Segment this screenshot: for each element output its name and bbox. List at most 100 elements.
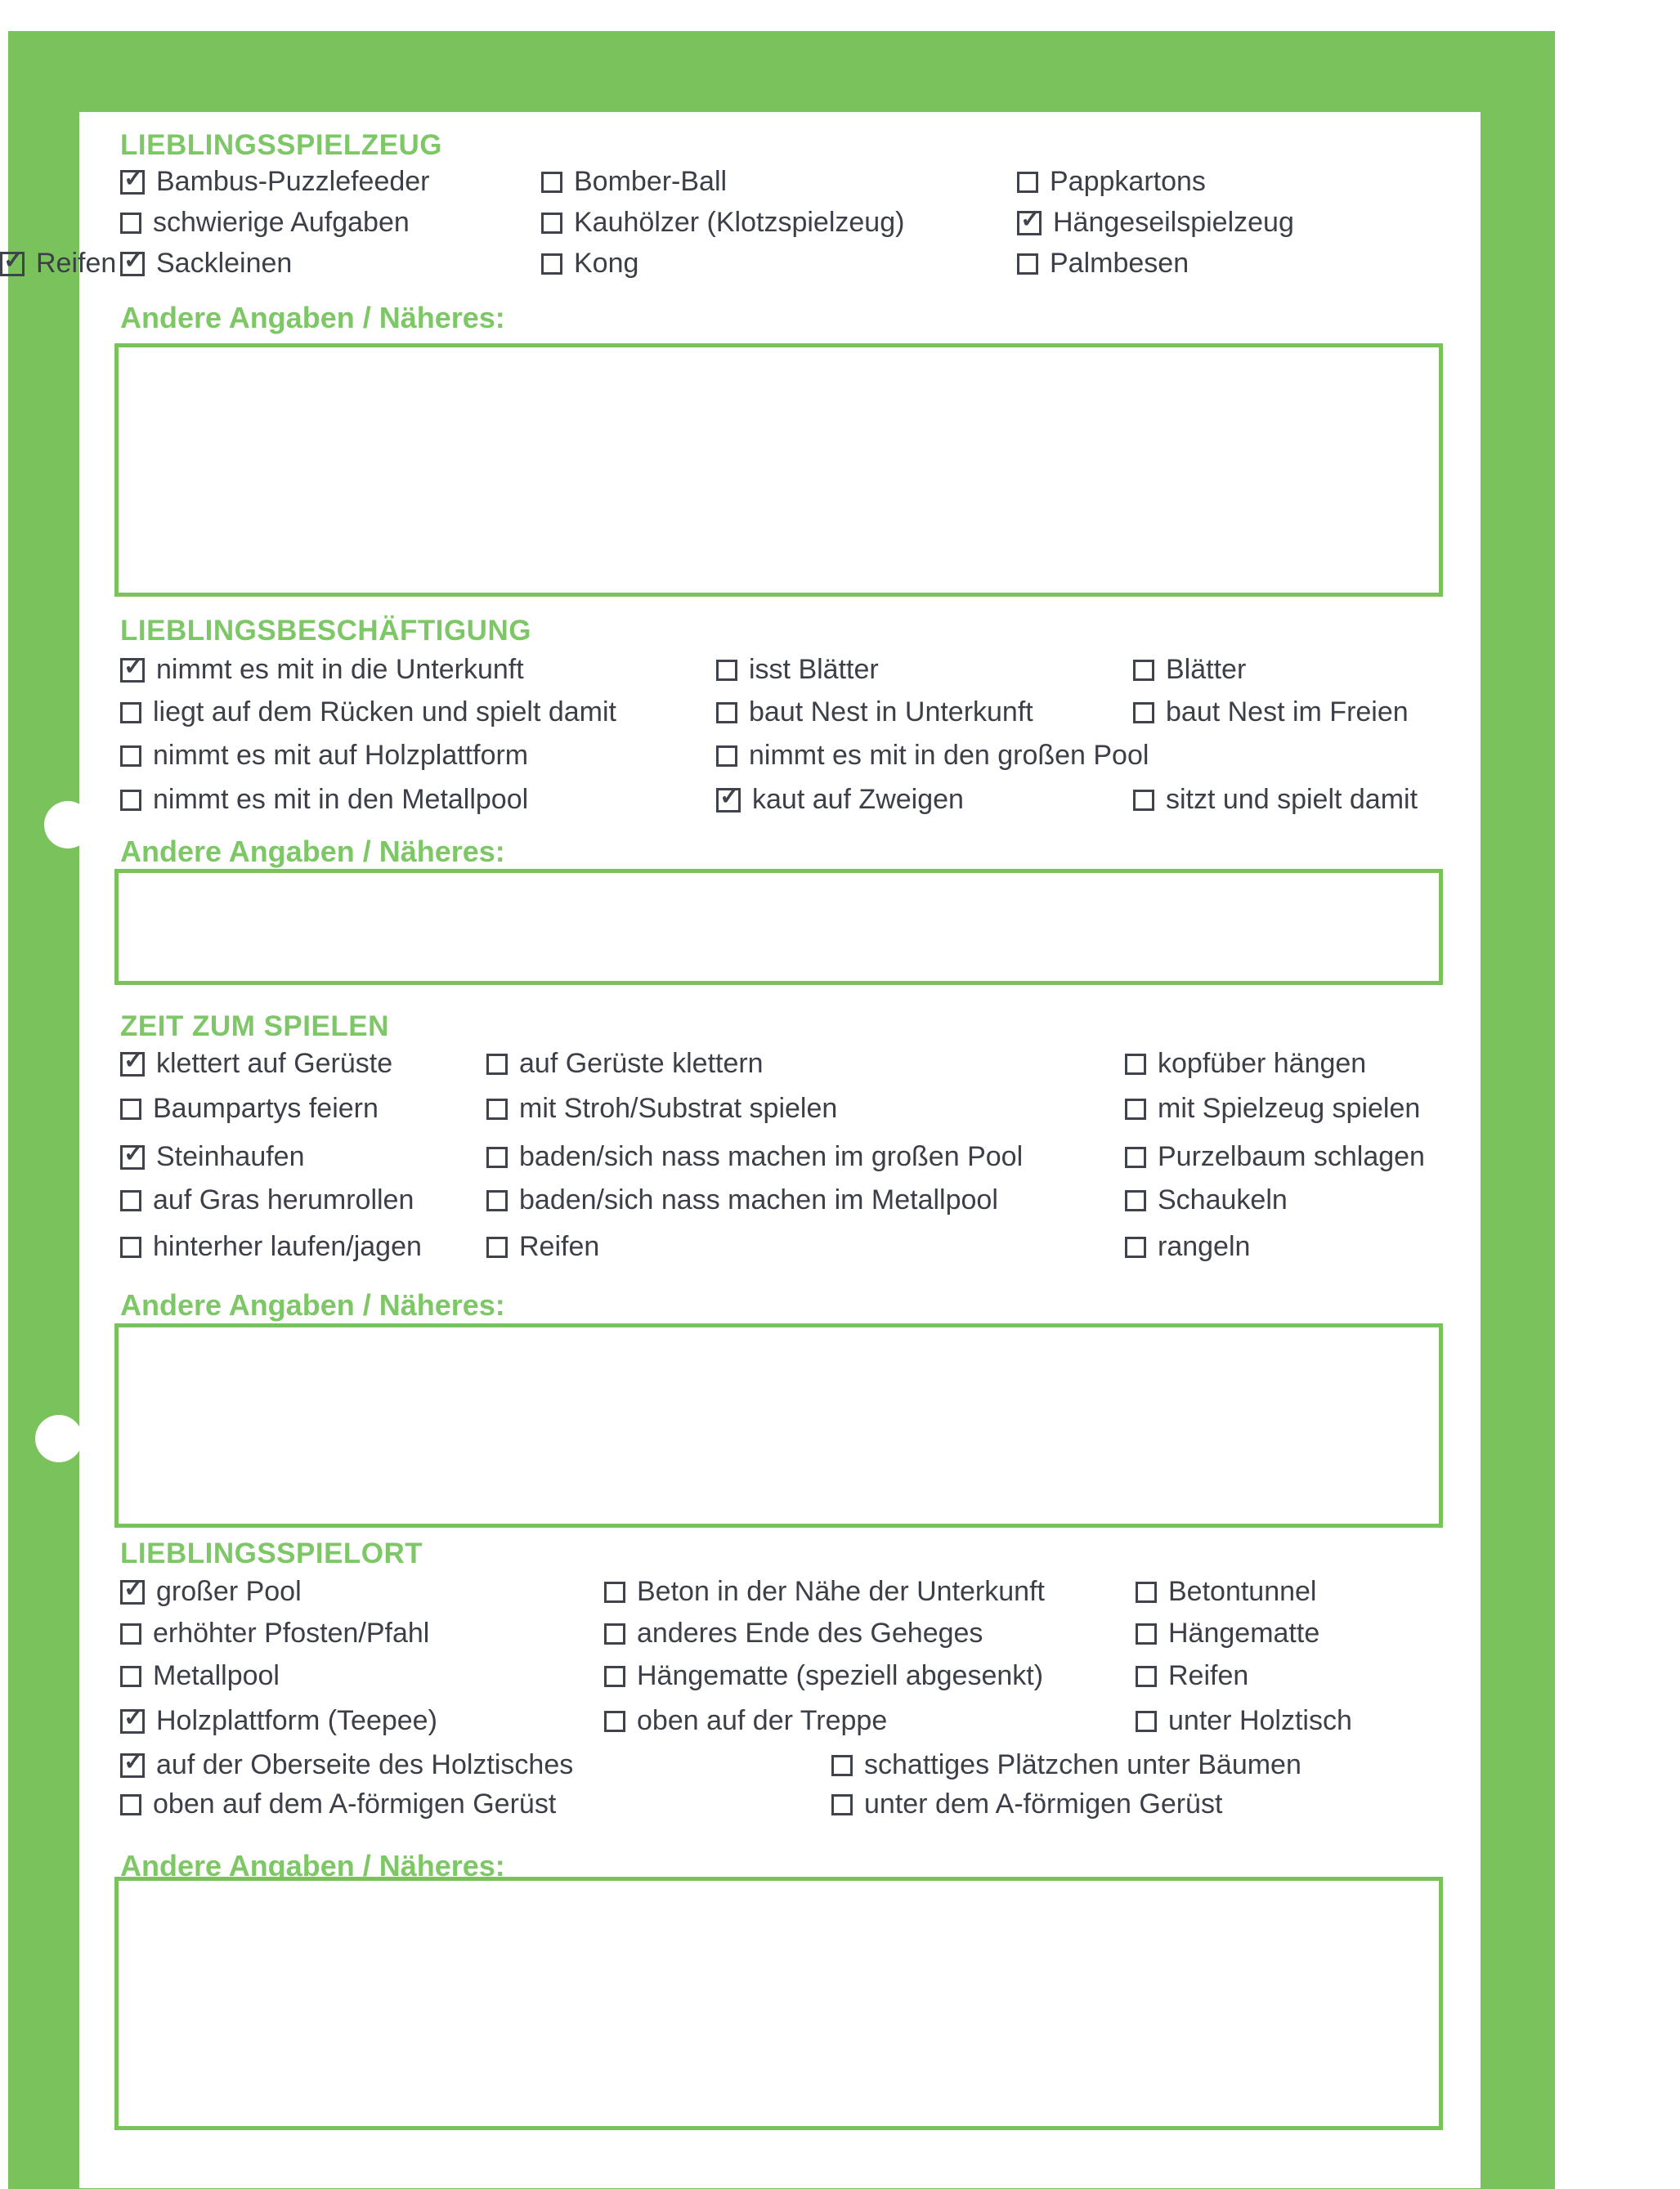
checkbox-icon[interactable]: [120, 212, 141, 234]
checkbox-checked-icon[interactable]: [120, 1574, 145, 1605]
checkbox-option[interactable]: mit Stroh/Substrat spielen: [486, 1093, 837, 1125]
checkbox-option[interactable]: Reifen: [1136, 1660, 1248, 1692]
checkbox-icon[interactable]: [1136, 1665, 1157, 1687]
checkbox-option[interactable]: Kong: [541, 248, 638, 280]
checkbox-icon[interactable]: [1017, 253, 1038, 275]
checkbox-icon[interactable]: [716, 701, 737, 723]
checkbox-option[interactable]: unter Holztisch: [1136, 1705, 1352, 1737]
checkbox-option[interactable]: baut Nest im Freien: [1133, 696, 1409, 728]
checkbox-option[interactable]: kopfüber hängen: [1125, 1048, 1366, 1080]
checkbox-option[interactable]: Baumpartys feiern: [120, 1093, 379, 1125]
checkbox-icon[interactable]: [120, 1098, 141, 1120]
checkbox-icon[interactable]: [486, 1053, 508, 1075]
checkbox-option[interactable]: großer Pool: [120, 1574, 302, 1608]
notes-field[interactable]: [114, 869, 1443, 985]
checkbox-icon[interactable]: [1125, 1098, 1146, 1120]
checkbox-option[interactable]: Schaukeln: [1125, 1184, 1288, 1216]
checkbox-icon[interactable]: [1125, 1053, 1146, 1075]
checkbox-icon[interactable]: [120, 1236, 141, 1258]
checkbox-icon[interactable]: [486, 1236, 508, 1258]
checkbox-option[interactable]: nimmt es mit in den Metallpool: [120, 784, 528, 816]
checkbox-option[interactable]: kaut auf Zweigen: [716, 782, 964, 816]
checkbox-icon[interactable]: [120, 745, 141, 767]
checkbox-icon[interactable]: [120, 1189, 141, 1211]
checkbox-option[interactable]: hinterher laufen/jagen: [120, 1231, 422, 1263]
checkbox-option[interactable]: Steinhaufen: [120, 1139, 305, 1173]
checkbox-checked-icon[interactable]: [120, 164, 145, 195]
checkbox-checked-icon[interactable]: [120, 246, 145, 276]
checkbox-icon[interactable]: [120, 1665, 141, 1687]
checkbox-checked-icon[interactable]: [120, 1139, 145, 1170]
checkbox-icon[interactable]: [1133, 701, 1154, 723]
checkbox-option[interactable]: rangeln: [1125, 1231, 1250, 1263]
checkbox-icon[interactable]: [831, 1793, 853, 1815]
checkbox-checked-icon[interactable]: [0, 246, 25, 276]
checkbox-option[interactable]: Betontunnel: [1136, 1576, 1317, 1608]
notes-field[interactable]: [114, 1877, 1443, 2130]
checkbox-icon[interactable]: [541, 171, 562, 193]
checkbox-option[interactable]: Palmbesen: [1017, 248, 1189, 280]
checkbox-icon[interactable]: [1125, 1236, 1146, 1258]
checkbox-option[interactable]: Bambus-Puzzlefeeder: [120, 164, 430, 198]
checkbox-option[interactable]: schattiges Plätzchen unter Bäumen: [831, 1749, 1301, 1781]
checkbox-icon[interactable]: [120, 701, 141, 723]
checkbox-option[interactable]: Blätter: [1133, 654, 1246, 686]
checkbox-icon[interactable]: [1136, 1710, 1157, 1732]
notes-field[interactable]: [114, 1323, 1443, 1528]
checkbox-icon[interactable]: [604, 1665, 625, 1687]
checkbox-option[interactable]: nimmt es mit in die Unterkunft: [120, 652, 524, 686]
checkbox-icon[interactable]: [1136, 1623, 1157, 1645]
checkbox-icon[interactable]: [604, 1623, 625, 1645]
checkbox-option[interactable]: baden/sich nass machen im Metallpool: [486, 1184, 998, 1216]
checkbox-option[interactable]: auf der Oberseite des Holztisches: [120, 1748, 573, 1781]
checkbox-icon[interactable]: [1125, 1146, 1146, 1168]
checkbox-option[interactable]: unter dem A-förmigen Gerüst: [831, 1788, 1222, 1820]
checkbox-icon[interactable]: [486, 1098, 508, 1120]
checkbox-option[interactable]: Pappkartons: [1017, 166, 1206, 198]
checkbox-option[interactable]: Hängeseilspielzeug: [1017, 205, 1294, 239]
checkbox-option[interactable]: auf Gras herumrollen: [120, 1184, 414, 1216]
checkbox-checked-icon[interactable]: [1017, 205, 1042, 235]
checkbox-option[interactable]: Purzelbaum schlagen: [1125, 1141, 1425, 1173]
checkbox-option[interactable]: liegt auf dem Rücken und spielt damit: [120, 696, 616, 728]
checkbox-icon[interactable]: [486, 1146, 508, 1168]
checkbox-option[interactable]: klettert auf Gerüste: [120, 1046, 392, 1080]
checkbox-option[interactable]: nimmt es mit auf Holzplattform: [120, 740, 528, 772]
checkbox-option[interactable]: nimmt es mit in den großen Pool: [716, 740, 1149, 772]
checkbox-icon[interactable]: [541, 212, 562, 234]
checkbox-icon[interactable]: [716, 659, 737, 681]
checkbox-option[interactable]: isst Blätter: [716, 654, 879, 686]
checkbox-option[interactable]: Reifen: [0, 246, 116, 280]
checkbox-icon[interactable]: [120, 1793, 141, 1815]
checkbox-icon[interactable]: [120, 1623, 141, 1645]
checkbox-option[interactable]: Metallpool: [120, 1660, 280, 1692]
checkbox-icon[interactable]: [1136, 1581, 1157, 1603]
checkbox-option[interactable]: Kauhölzer (Klotzspielzeug): [541, 207, 904, 239]
checkbox-checked-icon[interactable]: [120, 1046, 145, 1077]
checkbox-option[interactable]: Hängematte: [1136, 1618, 1319, 1650]
checkbox-option[interactable]: Hängematte (speziell abgesenkt): [604, 1660, 1043, 1692]
checkbox-option[interactable]: Sackleinen: [120, 246, 292, 280]
checkbox-icon[interactable]: [716, 745, 737, 767]
checkbox-icon[interactable]: [604, 1581, 625, 1603]
checkbox-icon[interactable]: [541, 253, 562, 275]
notes-field[interactable]: [114, 343, 1443, 597]
checkbox-checked-icon[interactable]: [120, 1748, 145, 1778]
checkbox-option[interactable]: mit Spielzeug spielen: [1125, 1093, 1420, 1125]
checkbox-icon[interactable]: [1017, 171, 1038, 193]
checkbox-icon[interactable]: [1133, 789, 1154, 811]
checkbox-option[interactable]: sitzt und spielt damit: [1133, 784, 1418, 816]
checkbox-option[interactable]: baden/sich nass machen im großen Pool: [486, 1141, 1023, 1173]
checkbox-option[interactable]: baut Nest in Unterkunft: [716, 696, 1033, 728]
checkbox-option[interactable]: anderes Ende des Geheges: [604, 1618, 983, 1650]
checkbox-icon[interactable]: [1133, 659, 1154, 681]
checkbox-option[interactable]: Beton in der Nähe der Unterkunft: [604, 1576, 1045, 1608]
checkbox-option[interactable]: auf Gerüste klettern: [486, 1048, 764, 1080]
checkbox-option[interactable]: Reifen: [486, 1231, 599, 1263]
checkbox-icon[interactable]: [120, 789, 141, 811]
checkbox-option[interactable]: Holzplattform (Teepee): [120, 1703, 437, 1737]
checkbox-icon[interactable]: [831, 1754, 853, 1776]
checkbox-option[interactable]: Bomber-Ball: [541, 166, 727, 198]
checkbox-option[interactable]: oben auf der Treppe: [604, 1705, 887, 1737]
checkbox-option[interactable]: schwierige Aufgaben: [120, 207, 410, 239]
